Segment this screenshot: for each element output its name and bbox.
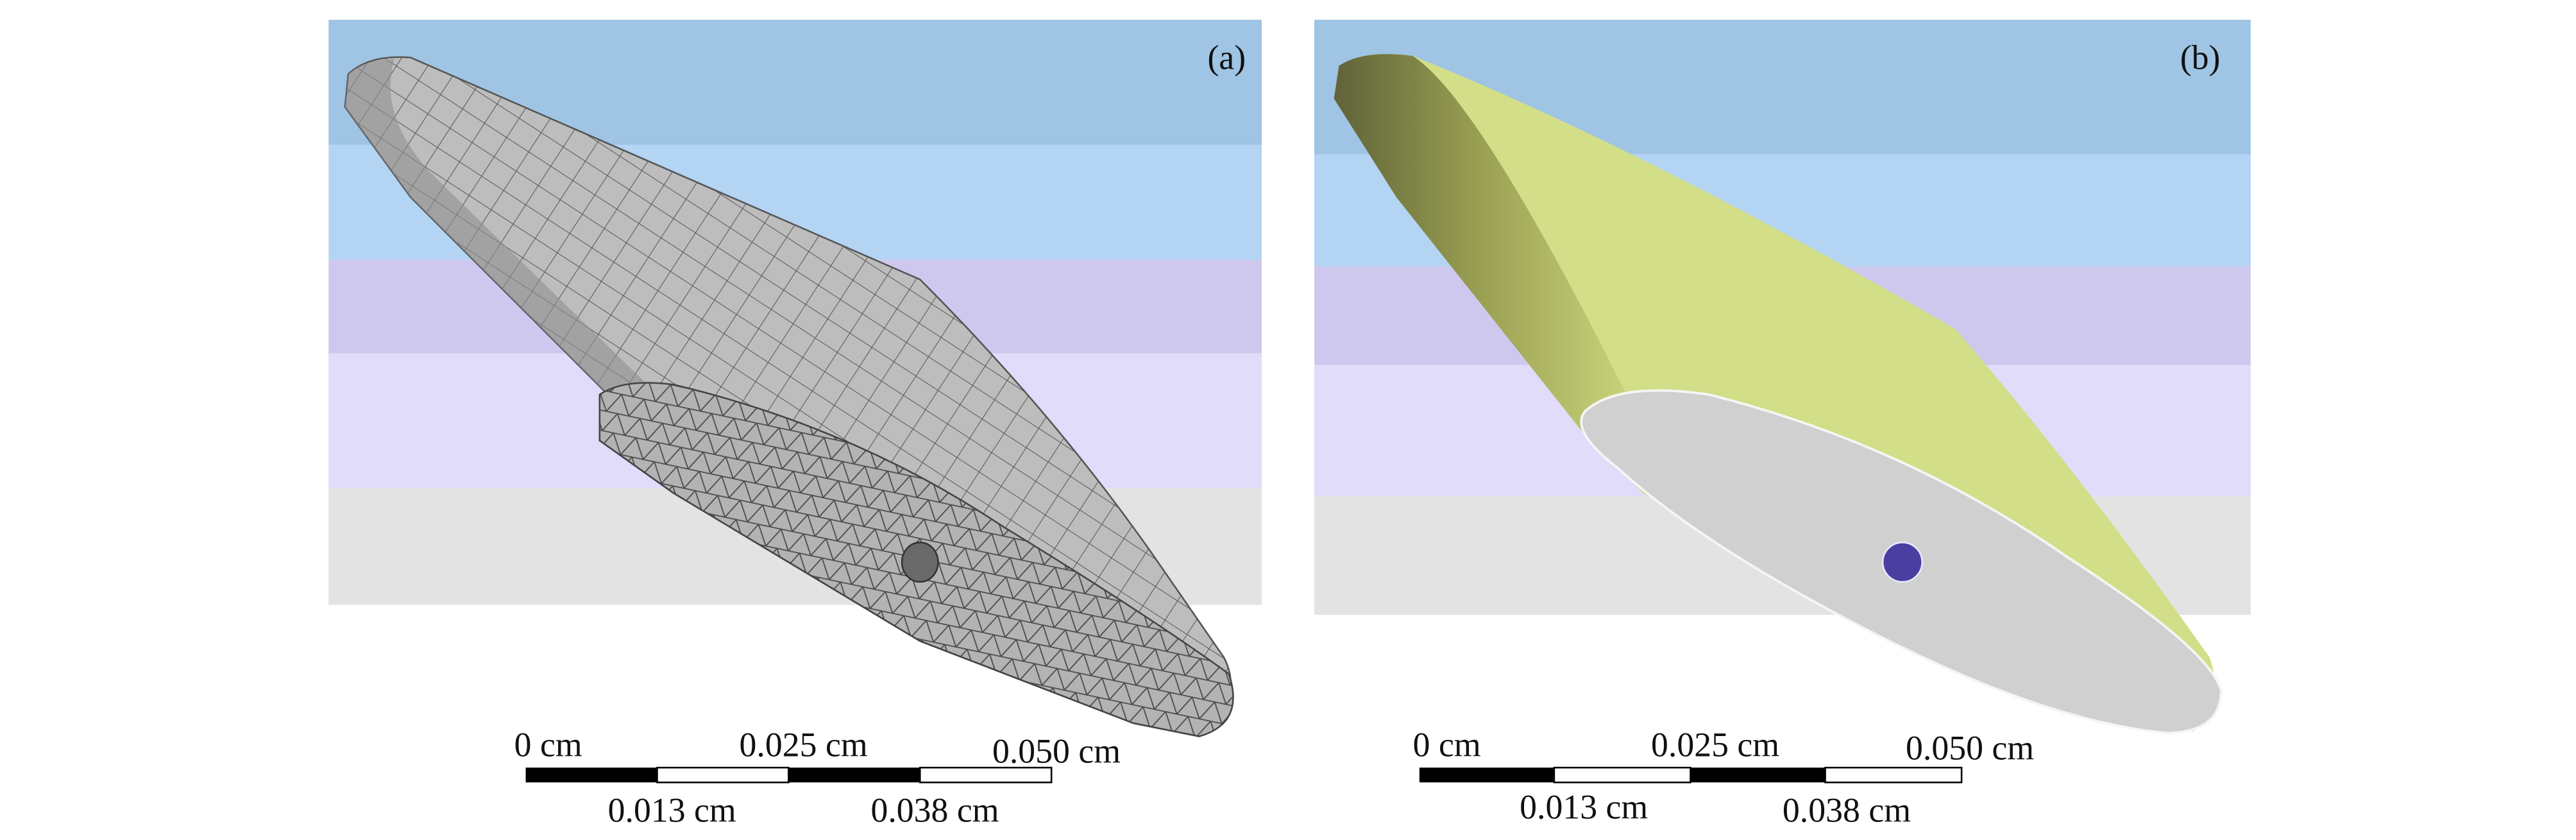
scale-label: 0.013 cm bbox=[608, 791, 736, 830]
scale-bar: 0 cm 0.025 cm 0.050 cm 0.013 cm 0.038 cm bbox=[1413, 725, 2034, 829]
panel-label: (b) bbox=[2180, 39, 2221, 77]
scale-label: 0 cm bbox=[1413, 725, 1481, 764]
scale-label: 0.050 cm bbox=[1906, 728, 2034, 767]
scale-bar: 0 cm 0.025 cm 0.050 cm 0.013 cm 0.038 cm bbox=[514, 725, 1121, 829]
scale-segment bbox=[1419, 767, 1554, 783]
scale-segment bbox=[1553, 766, 1691, 784]
panel-a: (a) bbox=[328, 19, 1262, 737]
scale-segment bbox=[919, 766, 1053, 784]
scale-label: 0.025 cm bbox=[1651, 725, 1779, 764]
scale-segment bbox=[1824, 766, 1963, 784]
scale-segment bbox=[525, 767, 657, 783]
hole bbox=[1881, 542, 1923, 583]
scale-segment bbox=[788, 767, 920, 783]
leading-edge bbox=[344, 59, 644, 395]
scale-label: 0.038 cm bbox=[1783, 791, 1911, 830]
panel-label: (a) bbox=[1208, 39, 1246, 77]
scale-segment bbox=[656, 766, 790, 784]
scale-label: 0 cm bbox=[514, 725, 582, 764]
scale-label: 0.038 cm bbox=[870, 791, 999, 830]
scale-label: 0.050 cm bbox=[992, 732, 1121, 771]
hole bbox=[901, 542, 939, 583]
scale-label: 0.013 cm bbox=[1520, 788, 1648, 827]
leading-edge bbox=[1334, 54, 1627, 436]
scale-segment bbox=[1690, 767, 1826, 783]
scale-label: 0.025 cm bbox=[740, 725, 868, 764]
panel-b: (b) bbox=[1314, 19, 2251, 735]
